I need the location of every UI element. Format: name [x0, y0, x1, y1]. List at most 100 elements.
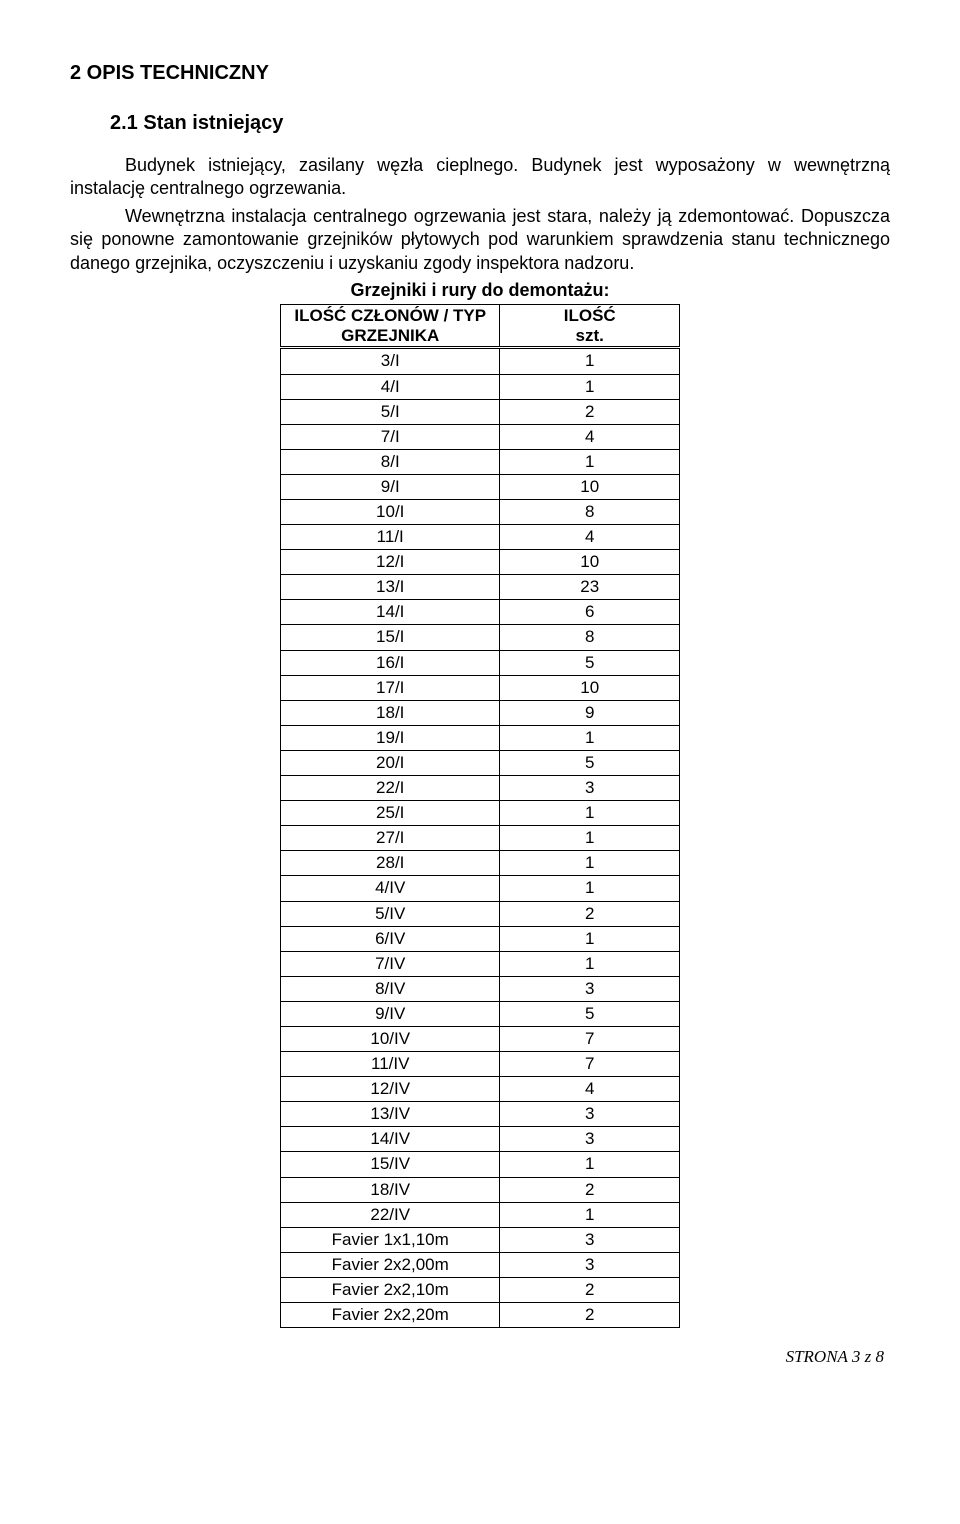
table-row: 4/IV1	[281, 876, 680, 901]
cell-qty: 23	[500, 575, 680, 600]
table-row: 17/I10	[281, 675, 680, 700]
table-row: 12/I10	[281, 550, 680, 575]
cell-qty: 2	[500, 399, 680, 424]
table-row: 8/IV3	[281, 976, 680, 1001]
cell-type: 22/I	[281, 776, 500, 801]
table-row: 3/I1	[281, 348, 680, 374]
cell-type: 15/IV	[281, 1152, 500, 1177]
cell-qty: 1	[500, 801, 680, 826]
table-row: 4/I1	[281, 374, 680, 399]
cell-qty: 1	[500, 926, 680, 951]
cell-qty: 4	[500, 525, 680, 550]
cell-type: 9/I	[281, 474, 500, 499]
cell-qty: 3	[500, 976, 680, 1001]
cell-type: 22/IV	[281, 1202, 500, 1227]
cell-qty: 1	[500, 725, 680, 750]
cell-qty: 4	[500, 424, 680, 449]
table-row: 14/I6	[281, 600, 680, 625]
cell-qty: 1	[500, 951, 680, 976]
cell-qty: 2	[500, 1177, 680, 1202]
table-row: 11/I4	[281, 525, 680, 550]
cell-type: 6/IV	[281, 926, 500, 951]
cell-type: Favier 2x2,20m	[281, 1303, 500, 1328]
cell-qty: 8	[500, 500, 680, 525]
paragraph-1: Budynek istniejący, zasilany węzła ciepl…	[70, 154, 890, 201]
table-row: 25/I1	[281, 801, 680, 826]
table-row: 7/IV1	[281, 951, 680, 976]
cell-type: 5/I	[281, 399, 500, 424]
table-row: 11/IV7	[281, 1052, 680, 1077]
cell-type: Favier 1x1,10m	[281, 1227, 500, 1252]
cell-qty: 2	[500, 901, 680, 926]
col-header-type-line2: GRZEJNIKA	[341, 326, 439, 345]
cell-qty: 1	[500, 876, 680, 901]
cell-type: 28/I	[281, 851, 500, 876]
cell-qty: 1	[500, 449, 680, 474]
cell-qty: 5	[500, 750, 680, 775]
cell-qty: 10	[500, 474, 680, 499]
cell-type: 12/IV	[281, 1077, 500, 1102]
cell-qty: 1	[500, 374, 680, 399]
cell-qty: 9	[500, 700, 680, 725]
page-footer: STRONA 3 z 8	[70, 1346, 890, 1368]
table-row: 22/I3	[281, 776, 680, 801]
cell-type: 12/I	[281, 550, 500, 575]
cell-type: 8/IV	[281, 976, 500, 1001]
table-row: 9/IV5	[281, 1001, 680, 1026]
cell-qty: 10	[500, 675, 680, 700]
cell-type: 18/IV	[281, 1177, 500, 1202]
radiator-table: ILOŚĆ CZŁONÓW / TYP GRZEJNIKA ILOŚĆ szt.…	[280, 304, 680, 1328]
cell-type: 19/I	[281, 725, 500, 750]
cell-type: 11/I	[281, 525, 500, 550]
table-row: 20/I5	[281, 750, 680, 775]
table-row: 5/I2	[281, 399, 680, 424]
cell-type: 15/I	[281, 625, 500, 650]
cell-type: 16/I	[281, 650, 500, 675]
cell-type: Favier 2x2,00m	[281, 1252, 500, 1277]
cell-type: 9/IV	[281, 1001, 500, 1026]
cell-qty: 7	[500, 1026, 680, 1051]
cell-qty: 2	[500, 1303, 680, 1328]
cell-qty: 3	[500, 1252, 680, 1277]
cell-type: 25/I	[281, 801, 500, 826]
cell-qty: 5	[500, 650, 680, 675]
cell-qty: 5	[500, 1001, 680, 1026]
table-row: 13/I23	[281, 575, 680, 600]
table-row: 14/IV3	[281, 1127, 680, 1152]
cell-type: 20/I	[281, 750, 500, 775]
table-row: 19/I1	[281, 725, 680, 750]
cell-qty: 3	[500, 1227, 680, 1252]
table-row: 6/IV1	[281, 926, 680, 951]
cell-type: 5/IV	[281, 901, 500, 926]
table-row: 5/IV2	[281, 901, 680, 926]
table-row: Favier 2x2,10m2	[281, 1277, 680, 1302]
cell-type: 10/IV	[281, 1026, 500, 1051]
table-row: 28/I1	[281, 851, 680, 876]
cell-qty: 1	[500, 1202, 680, 1227]
cell-qty: 4	[500, 1077, 680, 1102]
table-row: Favier 2x2,20m2	[281, 1303, 680, 1328]
cell-type: 14/IV	[281, 1127, 500, 1152]
table-row: 15/I8	[281, 625, 680, 650]
table-row: Favier 2x2,00m3	[281, 1252, 680, 1277]
cell-qty: 2	[500, 1277, 680, 1302]
cell-qty: 3	[500, 776, 680, 801]
section-heading: 2 OPIS TECHNICZNY	[70, 60, 890, 86]
cell-type: 11/IV	[281, 1052, 500, 1077]
table-row: 18/IV2	[281, 1177, 680, 1202]
table-row: 15/IV1	[281, 1152, 680, 1177]
cell-type: 18/I	[281, 700, 500, 725]
cell-type: 4/IV	[281, 876, 500, 901]
cell-type: 27/I	[281, 826, 500, 851]
cell-qty: 3	[500, 1102, 680, 1127]
cell-type: 17/I	[281, 675, 500, 700]
col-header-qty-line2: szt.	[576, 326, 604, 345]
table-row: 10/IV7	[281, 1026, 680, 1051]
table-row: 22/IV1	[281, 1202, 680, 1227]
cell-type: Favier 2x2,10m	[281, 1277, 500, 1302]
table-row: 7/I4	[281, 424, 680, 449]
table-title: Grzejniki i rury do demontażu:	[70, 279, 890, 302]
cell-type: 7/IV	[281, 951, 500, 976]
cell-qty: 6	[500, 600, 680, 625]
table-row: 10/I8	[281, 500, 680, 525]
